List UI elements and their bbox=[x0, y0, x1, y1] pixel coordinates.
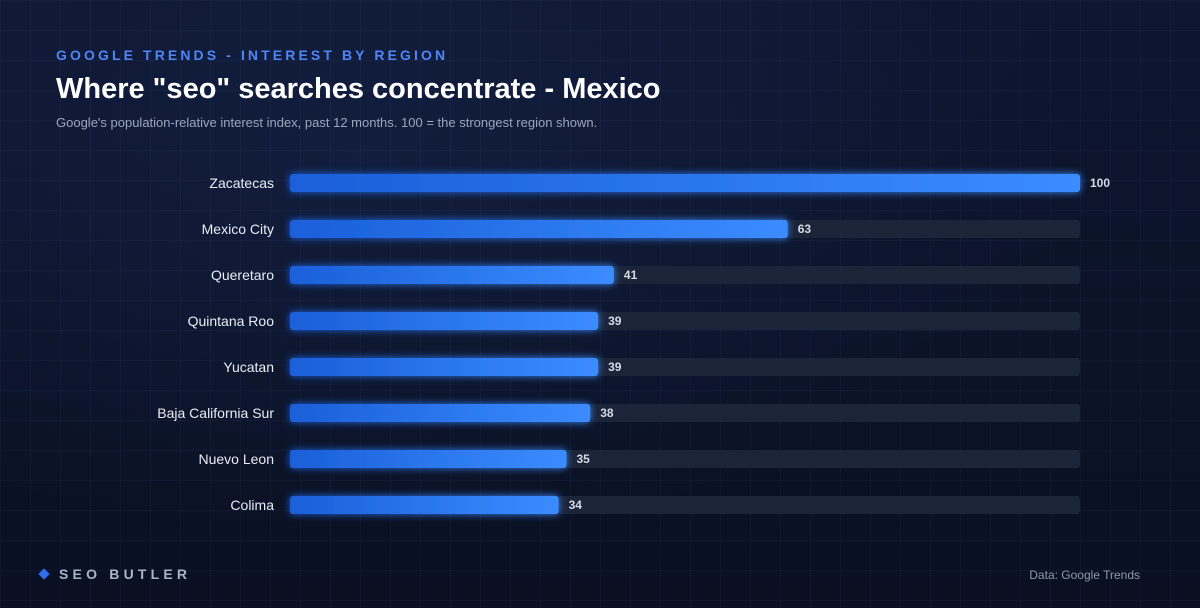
value-label: 63 bbox=[798, 222, 812, 236]
chart-title: Where "seo" searches concentrate - Mexic… bbox=[56, 73, 661, 105]
bar bbox=[290, 312, 599, 330]
bar bbox=[290, 450, 567, 468]
category-label: Quintana Roo bbox=[188, 313, 275, 329]
category-label: Colima bbox=[230, 497, 274, 513]
category-label: Mexico City bbox=[202, 221, 274, 237]
bar bbox=[290, 174, 1080, 192]
bar bbox=[290, 358, 599, 376]
value-label: 34 bbox=[569, 498, 583, 512]
diamond-icon bbox=[38, 568, 50, 580]
brand-logo: SEO BUTLER bbox=[38, 566, 192, 582]
source-note: Data: Google Trends bbox=[1029, 568, 1140, 582]
value-label: 39 bbox=[608, 360, 622, 374]
category-label: Yucatan bbox=[223, 359, 274, 375]
category-label: Baja California Sur bbox=[157, 405, 274, 421]
chart-eyebrow: GOOGLE TRENDS - INTEREST BY REGION bbox=[56, 47, 449, 63]
bar bbox=[290, 220, 788, 238]
category-label: Nuevo Leon bbox=[198, 451, 274, 467]
category-label: Zacatecas bbox=[209, 175, 274, 191]
value-label: 39 bbox=[608, 314, 622, 328]
value-label: 38 bbox=[600, 406, 614, 420]
value-label: 100 bbox=[1090, 176, 1110, 190]
value-label: 41 bbox=[624, 268, 638, 282]
chart-subtitle: Google's population-relative interest in… bbox=[56, 115, 598, 130]
category-label: Queretaro bbox=[211, 267, 274, 283]
bar bbox=[290, 266, 614, 284]
value-label: 35 bbox=[577, 452, 591, 466]
bar bbox=[290, 496, 559, 514]
brand-name: SEO BUTLER bbox=[59, 566, 192, 582]
bar bbox=[290, 404, 591, 422]
